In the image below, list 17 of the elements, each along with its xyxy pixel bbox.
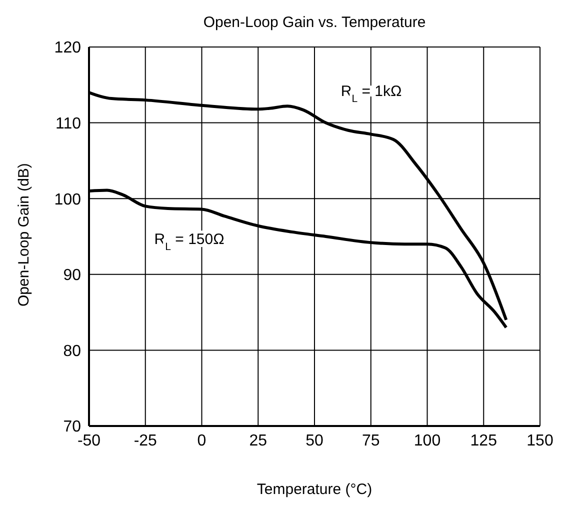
y-tick-label: 100 [54,191,82,208]
x-tick-label: 75 [362,432,380,450]
x-tick-label: 50 [306,432,324,450]
x-tick-label: 25 [249,432,268,450]
x-tick-label: 100 [414,432,441,450]
y-tick-label: 90 [63,267,82,284]
series-label: R$_{L}$ = 1kΩ [340,83,402,106]
x-axis-title: Temperature (°C) [256,481,372,498]
chart-title: Open-Loop Gain vs. Temperature [202,14,427,31]
y-axis-title: Open-Loop Gain (dB) [15,163,32,306]
y-tick-label: 80 [63,342,82,360]
y-tick-label: 120 [54,40,82,57]
y-tick-label: 110 [55,115,82,132]
x-tick-label: -25 [134,432,158,450]
x-tick-label: 0 [197,432,206,450]
x-tick-label: 125 [470,432,498,450]
x-tick-label: 150 [526,432,554,450]
